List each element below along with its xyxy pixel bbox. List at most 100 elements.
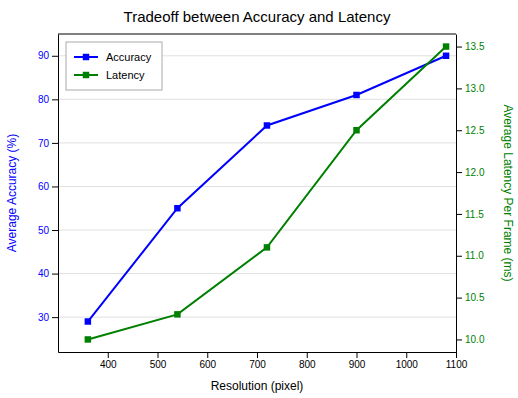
tick: 13.5 (456, 41, 485, 52)
tick-mark (207, 352, 208, 358)
grid-line (58, 273, 456, 274)
marker (353, 127, 359, 133)
tick-mark (52, 274, 58, 275)
tick-mark (406, 352, 407, 358)
tick-label: 11.5 (465, 209, 484, 220)
tick: 1100 (446, 352, 468, 370)
grid-line (58, 317, 456, 318)
tick: 40 (38, 268, 58, 279)
tick-label: 12.0 (465, 167, 485, 178)
chart: 400 500 600 700 800 900 1000 1100 30 40 50 60 70 80 90… (0, 0, 518, 398)
tick: 11.5 (456, 209, 484, 220)
axis-line (456, 35, 457, 353)
tick-mark (456, 352, 457, 358)
tick-label: 90 (38, 50, 50, 61)
legend-marker (83, 72, 89, 78)
tick: 600 (199, 352, 216, 370)
tick: 12.5 (456, 125, 485, 136)
tick-mark (456, 88, 462, 89)
legend-box (66, 42, 162, 90)
marker (264, 244, 270, 250)
marker (85, 336, 91, 342)
tick-mark (52, 99, 58, 100)
tick-mark (52, 230, 58, 231)
tick-label: 10.5 (465, 292, 485, 303)
tick-label: 11.0 (465, 250, 484, 261)
tick-mark (307, 352, 308, 358)
tick: 11.0 (456, 250, 484, 261)
tick: 500 (150, 352, 167, 370)
tick-mark (52, 186, 58, 187)
tick-label: 1000 (396, 359, 419, 370)
tick-mark (456, 130, 462, 131)
tick: 800 (299, 352, 316, 370)
marker (353, 92, 359, 98)
tick-mark (456, 214, 462, 215)
tick-label: 40 (38, 268, 50, 279)
tick-label: 12.5 (465, 125, 485, 136)
marker (443, 53, 449, 59)
grid-line (58, 99, 456, 100)
marker (174, 311, 180, 317)
tick-mark (357, 352, 358, 358)
y2-axis-title: Average Latency Per Frame (ms) (501, 104, 515, 281)
tick-label: 50 (38, 225, 50, 236)
tick-label: 13.5 (465, 41, 485, 52)
tick: 1000 (396, 352, 419, 370)
x-axis: 400 500 600 700 800 900 1000 1100 (59, 352, 468, 370)
marker (174, 205, 180, 211)
tick-label: 800 (299, 359, 316, 370)
tick-mark (456, 256, 462, 257)
tick-label: 700 (249, 359, 266, 370)
title: Tradeoff between Accuracy and Latency (124, 8, 391, 25)
tick: 900 (349, 352, 366, 370)
tick-mark (456, 298, 462, 299)
tick: 12.0 (456, 167, 485, 178)
legend-label: Latency (106, 69, 145, 81)
tick: 13.0 (456, 83, 485, 94)
legend-marker (83, 54, 89, 60)
plot: 400 500 600 700 800 900 1000 1100 30 40 50 60 70 80 90… (38, 34, 485, 370)
tick-mark (158, 352, 159, 358)
y-axis-title: Average Accuracy (%) (5, 134, 19, 253)
grid-line (58, 230, 456, 231)
tick: 50 (38, 225, 58, 236)
frame (58, 34, 456, 35)
tick-mark (456, 47, 462, 48)
legend: Accuracy Latency (66, 42, 162, 90)
tick-label: 900 (349, 359, 366, 370)
tick: 700 (249, 352, 266, 370)
y2-axis: 10.0 10.5 11.0 11.5 12.0 12.5 13.0 13.5 (456, 35, 485, 353)
tick-label: 60 (38, 181, 50, 192)
marker (443, 43, 449, 49)
tick: 80 (38, 94, 58, 105)
grid (58, 56, 456, 317)
tick-label: 70 (38, 138, 50, 149)
grid-line (58, 186, 456, 187)
tick: 90 (38, 50, 58, 61)
axis-line (58, 35, 59, 353)
tick-mark (456, 172, 462, 173)
tick-mark (52, 56, 58, 57)
tick: 30 (38, 312, 58, 323)
grid-line (58, 142, 456, 143)
y-axis: 30 40 50 60 70 80 90 (38, 35, 59, 353)
tick: 70 (38, 138, 58, 149)
tick-label: 600 (199, 359, 216, 370)
marker (85, 318, 91, 324)
tick-mark (456, 339, 462, 340)
tick-label: 80 (38, 94, 50, 105)
marker (264, 122, 270, 128)
tick-label: 30 (38, 312, 50, 323)
tick-mark (52, 143, 58, 144)
tick-label: 1100 (446, 359, 468, 370)
tick: 60 (38, 181, 58, 192)
x-axis-title: Resolution (pixel) (211, 379, 304, 393)
tick-mark (108, 352, 109, 358)
tick: 400 (100, 352, 117, 370)
legend-label: Accuracy (106, 51, 152, 63)
tick-label: 500 (150, 359, 167, 370)
tick-label: 13.0 (465, 83, 485, 94)
tick-label: 400 (100, 359, 117, 370)
tick: 10.0 (456, 334, 485, 345)
